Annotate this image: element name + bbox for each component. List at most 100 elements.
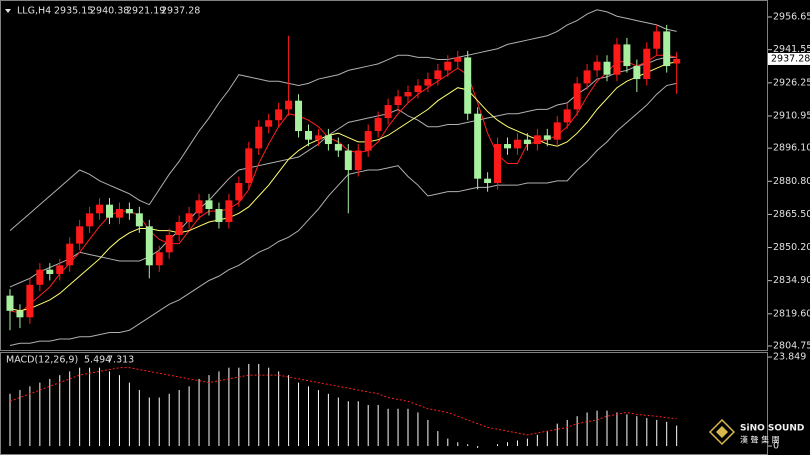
candle-body bbox=[255, 126, 263, 149]
candle-body bbox=[633, 66, 641, 80]
macd-label: MACD(12,26,9) bbox=[6, 355, 78, 366]
candle-body bbox=[56, 265, 64, 274]
macd-signal-line bbox=[9, 367, 677, 436]
candle-body bbox=[583, 70, 591, 84]
symbol-label: LLG,H4 bbox=[17, 6, 51, 17]
y-tick-label: 2865.50 bbox=[773, 209, 810, 220]
candle-body bbox=[613, 44, 621, 75]
watermark: SiNO SOUND 漢 聲 集 團 bbox=[708, 418, 804, 446]
y-tick-label: 2819.60 bbox=[773, 308, 810, 319]
candle-body bbox=[444, 61, 452, 71]
watermark-brand: SiNO SOUND bbox=[740, 424, 804, 434]
candle-body bbox=[474, 113, 482, 179]
candle-body bbox=[663, 31, 671, 67]
candle-body bbox=[205, 200, 213, 210]
candle-body bbox=[285, 100, 293, 110]
candle-body bbox=[364, 131, 372, 151]
candle-body bbox=[573, 83, 581, 110]
last-close: 2937.28 bbox=[161, 6, 200, 17]
candle-body bbox=[424, 79, 432, 86]
last-high: 2940.38 bbox=[90, 6, 129, 17]
candle-body bbox=[334, 144, 342, 151]
candle-body bbox=[623, 44, 631, 67]
candle-body bbox=[314, 135, 322, 140]
candle-body bbox=[16, 310, 24, 318]
candle-body bbox=[215, 209, 223, 222]
candle-body bbox=[454, 57, 462, 62]
candle-body bbox=[125, 209, 133, 214]
candle-body bbox=[643, 48, 651, 80]
candle-body bbox=[434, 70, 442, 80]
candle-body bbox=[245, 148, 253, 184]
indicator-line bbox=[9, 82, 677, 346]
y-tick-label: 2926.25 bbox=[773, 77, 810, 88]
candle-body bbox=[115, 209, 123, 218]
candle-body bbox=[464, 57, 472, 114]
indicator-line bbox=[9, 9, 677, 232]
candle-body bbox=[563, 109, 571, 123]
candle-body bbox=[6, 295, 14, 311]
candle-body bbox=[275, 109, 283, 121]
y-tick-label: 2896.10 bbox=[773, 143, 810, 154]
candle-body bbox=[394, 96, 402, 106]
y-tick-label: 0 bbox=[773, 441, 779, 452]
last-open: 2935.15 bbox=[54, 6, 93, 17]
candle-body bbox=[26, 284, 34, 318]
candle-body bbox=[374, 118, 382, 132]
y-tick-label: 2880.80 bbox=[773, 176, 810, 187]
candle-body bbox=[265, 120, 273, 127]
current-price-label: 2937.28 bbox=[771, 53, 810, 64]
y-tick-label: 2850.20 bbox=[773, 242, 810, 253]
candle-body bbox=[484, 178, 492, 184]
candle-body bbox=[384, 105, 392, 119]
y-tick-label: 2834.90 bbox=[773, 275, 810, 286]
candle-body bbox=[165, 234, 173, 253]
candle-body bbox=[504, 144, 511, 149]
y-tick-label: 2956.65 bbox=[773, 12, 810, 23]
candle-body bbox=[185, 213, 193, 222]
candle-body bbox=[354, 150, 362, 171]
candle-body bbox=[305, 131, 312, 140]
candle-body bbox=[603, 61, 611, 75]
candle-body bbox=[494, 144, 502, 184]
candle-body bbox=[324, 135, 332, 145]
candle-body bbox=[225, 200, 233, 222]
candle-body bbox=[543, 135, 551, 140]
candle-body bbox=[553, 122, 561, 140]
candle-body bbox=[513, 139, 521, 149]
candle-body bbox=[46, 269, 54, 274]
candle-body bbox=[86, 213, 94, 227]
symbol-menu-arrow[interactable] bbox=[5, 9, 11, 13]
macd-signal-value: 7.313 bbox=[107, 355, 134, 366]
candle-body bbox=[414, 85, 422, 93]
candle-body bbox=[533, 135, 541, 145]
candle-body bbox=[175, 221, 183, 235]
y-tick-label: 2910.95 bbox=[773, 110, 810, 121]
y-tick-label: 2941.55 bbox=[773, 44, 810, 55]
watermark-icon-core bbox=[716, 426, 728, 438]
candle-body bbox=[76, 226, 84, 244]
indicator-line bbox=[9, 61, 677, 312]
candle-body bbox=[523, 139, 531, 145]
candle-body bbox=[673, 58, 681, 64]
watermark-icon bbox=[708, 418, 736, 446]
y-tick-label: 23.849 bbox=[773, 352, 806, 363]
macd-histogram-value: 5.494 bbox=[84, 355, 111, 366]
candle-body bbox=[653, 31, 661, 49]
candle-body bbox=[195, 200, 203, 214]
candle-body bbox=[135, 213, 143, 227]
candle-body bbox=[106, 204, 113, 218]
candle-body bbox=[96, 204, 104, 214]
indicator-line bbox=[9, 56, 677, 288]
candle-body bbox=[66, 243, 74, 266]
y-tick-label: 2804.75 bbox=[773, 340, 810, 351]
candle-body bbox=[36, 269, 44, 285]
candle-body bbox=[155, 252, 163, 266]
watermark-chinese: 漢 聲 集 團 bbox=[740, 435, 780, 445]
candle-body bbox=[593, 61, 601, 71]
candle-body bbox=[344, 150, 352, 171]
main-panel-frame bbox=[0, 0, 768, 351]
